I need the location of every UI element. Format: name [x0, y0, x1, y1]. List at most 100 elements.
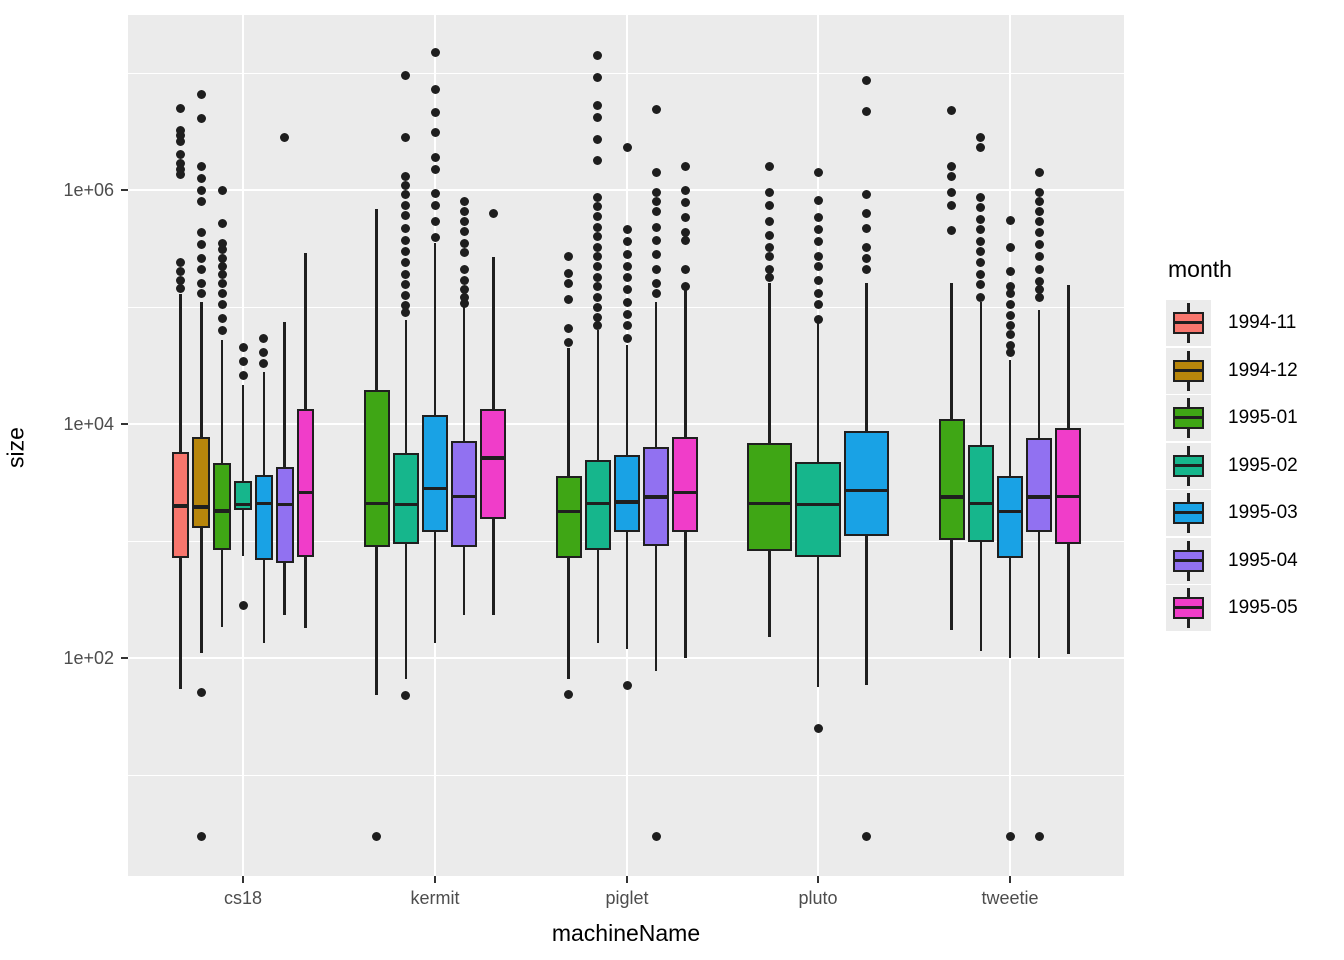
outlier-point: [175, 258, 185, 267]
outlier-point: [593, 232, 603, 242]
outlier-point: [430, 85, 440, 95]
outlier-point: [280, 133, 290, 143]
outlier-point: [459, 197, 469, 207]
outlier-point: [430, 107, 440, 117]
outlier-point: [175, 131, 185, 141]
x-tick-mark: [434, 876, 436, 883]
outlier-point: [813, 315, 823, 325]
outlier-point: [401, 71, 411, 81]
outlier-point: [1034, 228, 1044, 238]
outlier-point: [196, 289, 206, 299]
outlier-point: [813, 213, 823, 223]
outlier-point: [1034, 285, 1044, 295]
outlier-point: [622, 285, 632, 295]
outlier-point: [680, 198, 690, 208]
outlier-point: [196, 113, 206, 123]
outlier-point: [862, 75, 872, 85]
outlier-point: [764, 264, 774, 274]
outlier-point: [764, 272, 774, 282]
median-cs18-1995-05: [296, 490, 315, 495]
median-cs18-1994-11: [171, 504, 190, 508]
outlier-point: [217, 238, 227, 248]
outlier-point: [1005, 330, 1015, 340]
box-cs18-1995-01: [213, 462, 232, 551]
outlier-point: [976, 224, 986, 234]
outlier-point: [764, 252, 774, 262]
outlier-point: [401, 246, 411, 256]
outlier-point: [175, 126, 185, 136]
outlier-point: [217, 313, 227, 323]
outlier-point: [401, 236, 411, 246]
outlier-point: [175, 283, 185, 293]
outlier-point: [593, 312, 603, 322]
outlier-point: [217, 218, 227, 228]
outlier-point: [593, 135, 603, 145]
outlier-point: [217, 300, 227, 310]
legend-entry-1995-01: 1995-01: [1166, 394, 1336, 442]
outlier-point: [196, 161, 206, 171]
legend-label: 1995-04: [1228, 549, 1298, 571]
box-piglet-1995-01: [555, 475, 582, 559]
outlier-point: [680, 228, 690, 238]
outlier-point: [401, 200, 411, 210]
outlier-point: [976, 246, 986, 256]
outlier-point: [196, 174, 206, 184]
outlier-point: [651, 207, 661, 217]
outlier-point: [813, 252, 823, 262]
box-piglet-1995-02: [584, 460, 611, 551]
outlier-point: [196, 90, 206, 100]
box-tweetie-1995-03: [996, 475, 1024, 559]
outlier-point: [593, 72, 603, 82]
outlier-point: [1005, 243, 1015, 253]
outlier-point: [593, 302, 603, 312]
outlier-point: [862, 189, 872, 199]
x-tick-label: pluto: [798, 888, 838, 908]
x-tick-label: tweetie: [981, 888, 1039, 908]
outlier-point: [622, 321, 632, 331]
outlier-point: [175, 267, 185, 277]
box-pluto-1995-03: [843, 431, 890, 537]
median-tweetie-1995-03: [996, 509, 1024, 514]
outlier-point: [651, 236, 661, 246]
outlier-point: [622, 333, 632, 343]
outlier-point: [488, 208, 498, 218]
outlier-point: [401, 210, 411, 220]
legend-label: 1994-12: [1228, 359, 1298, 381]
legend-entry-1994-12: 1994-12: [1166, 347, 1336, 395]
median-tweetie-1995-02: [967, 501, 994, 506]
legend-key: [1166, 395, 1211, 441]
legend-entry-1995-03: 1995-03: [1166, 489, 1336, 537]
x-tick-label: piglet: [605, 888, 649, 908]
outlier-point: [217, 278, 227, 288]
outlier-point: [238, 343, 248, 353]
median-tweetie-1995-01: [938, 495, 965, 499]
outlier-point: [651, 197, 661, 207]
legend-key: [1166, 585, 1211, 631]
legend-key: [1166, 300, 1211, 346]
median-pluto-1995-01: [746, 501, 793, 506]
y-tick-label: 1e+04: [63, 414, 114, 434]
outlier-point: [651, 168, 661, 178]
y-axis-title: size: [2, 427, 29, 468]
outlier-point: [813, 262, 823, 272]
outlier-point: [1034, 197, 1044, 207]
outlier-point: [862, 831, 872, 841]
outlier-point: [1005, 347, 1015, 357]
median-cs18-1995-01: [213, 509, 232, 513]
legend-rows: 1994-11 1994-12 1995-01 1995-02 1995-03 1995-…: [1166, 299, 1336, 632]
outlier-point: [259, 333, 269, 343]
outlier-point: [593, 281, 603, 291]
outlier-point: [564, 295, 574, 305]
x-tick-label: kermit: [410, 888, 460, 908]
outlier-point: [217, 185, 227, 195]
outlier-point: [651, 278, 661, 288]
outlier-point: [1034, 831, 1044, 841]
x-tick-mark: [626, 876, 628, 883]
outlier-point: [764, 188, 774, 198]
outlier-point: [459, 227, 469, 237]
outlier-point: [1005, 267, 1015, 277]
median-cs18-1995-02: [234, 502, 252, 507]
outlier-point: [976, 237, 986, 247]
outlier-point: [1034, 240, 1044, 250]
outlier-point: [976, 214, 986, 224]
